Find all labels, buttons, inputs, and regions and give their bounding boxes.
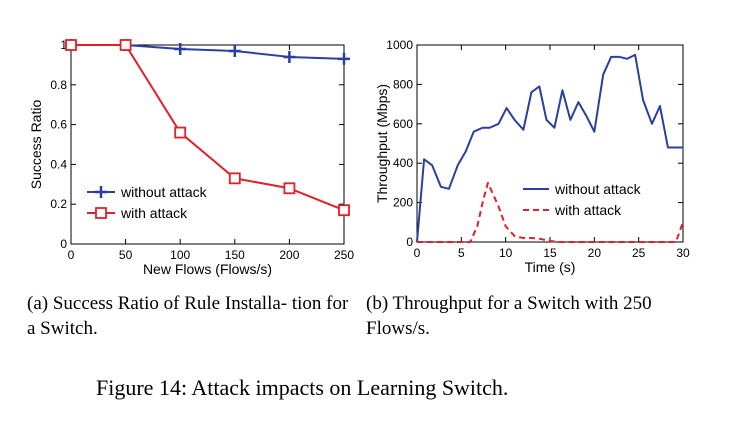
- series-line-with-attack: [417, 181, 684, 243]
- data-point-square: [228, 172, 241, 185]
- x-tick-label: 150: [225, 248, 245, 262]
- x-tick-label: 50: [119, 248, 133, 262]
- x-tick-label: 30: [676, 246, 690, 260]
- plot-frame: [70, 44, 345, 245]
- legend-label: with attack: [554, 202, 622, 218]
- data-point-plus: [338, 52, 350, 65]
- x-tick-label: 250: [334, 248, 354, 262]
- data-point-square: [119, 39, 132, 51]
- legend-marker-plus: [95, 186, 107, 198]
- x-tick-label: 100: [170, 248, 190, 262]
- x-tick-label: 15: [543, 246, 557, 260]
- y-tick-label: 0: [406, 235, 413, 249]
- y-tick-label: 600: [393, 117, 413, 131]
- x-tick-label: 10: [499, 246, 513, 260]
- x-tick-label: 20: [588, 246, 602, 260]
- y-tick-label: 1: [60, 38, 67, 52]
- caption-b: (b) Throughput for a Switch with 250 Flo…: [366, 291, 711, 341]
- x-axis-label: New Flows (Flows/s): [143, 261, 272, 277]
- series-line-without-attack: [416, 53, 683, 243]
- caption-b-text: (b) Throughput for a Switch with 250 Flo…: [366, 293, 652, 339]
- series-line-with-attack: [71, 44, 345, 212]
- figure-caption-text: Figure 14: Attack impacts on Learning Sw…: [96, 375, 509, 400]
- caption-a: (a) Success Ratio of Rule Installa- tion…: [27, 291, 357, 341]
- caption-a-text: (a) Success Ratio of Rule Installa- tion…: [27, 293, 349, 339]
- data-point-plus: [228, 44, 241, 57]
- x-tick-label: 0: [68, 248, 75, 262]
- data-point-square: [338, 204, 350, 217]
- plot-frame: [416, 44, 684, 243]
- legend-marker-square: [95, 207, 107, 219]
- series-line-without-attack: [71, 44, 345, 60]
- x-tick-label: 25: [632, 246, 646, 260]
- y-tick-label: 0.4: [50, 157, 67, 171]
- x-tick-label: 200: [279, 248, 299, 262]
- y-axis-label: Throughput (Mbps): [374, 84, 390, 203]
- data-point-square: [65, 39, 77, 51]
- y-tick-label: 0.8: [50, 78, 67, 92]
- y-tick-label: 200: [393, 196, 413, 210]
- y-axis-label: Success Ratio: [28, 100, 44, 190]
- chart-b: 0 5 10 15 20 25 30 0 200 400 600 800 1000 Time (s) Thr…: [374, 38, 690, 275]
- x-axis-label: Time (s): [525, 259, 576, 275]
- y-tick-label: 800: [393, 77, 413, 91]
- y-tick-label: 400: [393, 156, 413, 170]
- x-tick-label: 5: [458, 246, 465, 260]
- y-tick-label: 1000: [386, 38, 413, 52]
- data-point-square: [283, 182, 296, 195]
- legend-label: without attack: [120, 184, 208, 200]
- chart-a: 0 50 100 150 200 250 0 0.2 0.4 0.6 0.8 1 New Flows (…: [28, 38, 354, 277]
- y-tick-label: 0.6: [50, 118, 67, 132]
- y-tick-label: 0.2: [50, 197, 67, 211]
- data-point-plus: [174, 42, 187, 55]
- legend-label: without attack: [554, 181, 642, 197]
- legend-label: with attack: [120, 205, 188, 221]
- y-tick-label: 0: [60, 237, 67, 251]
- data-point-plus: [283, 50, 296, 63]
- figure-caption: Figure 14: Attack impacts on Learning Sw…: [96, 375, 508, 401]
- x-tick-label: 0: [414, 246, 421, 260]
- data-point-square: [174, 126, 187, 139]
